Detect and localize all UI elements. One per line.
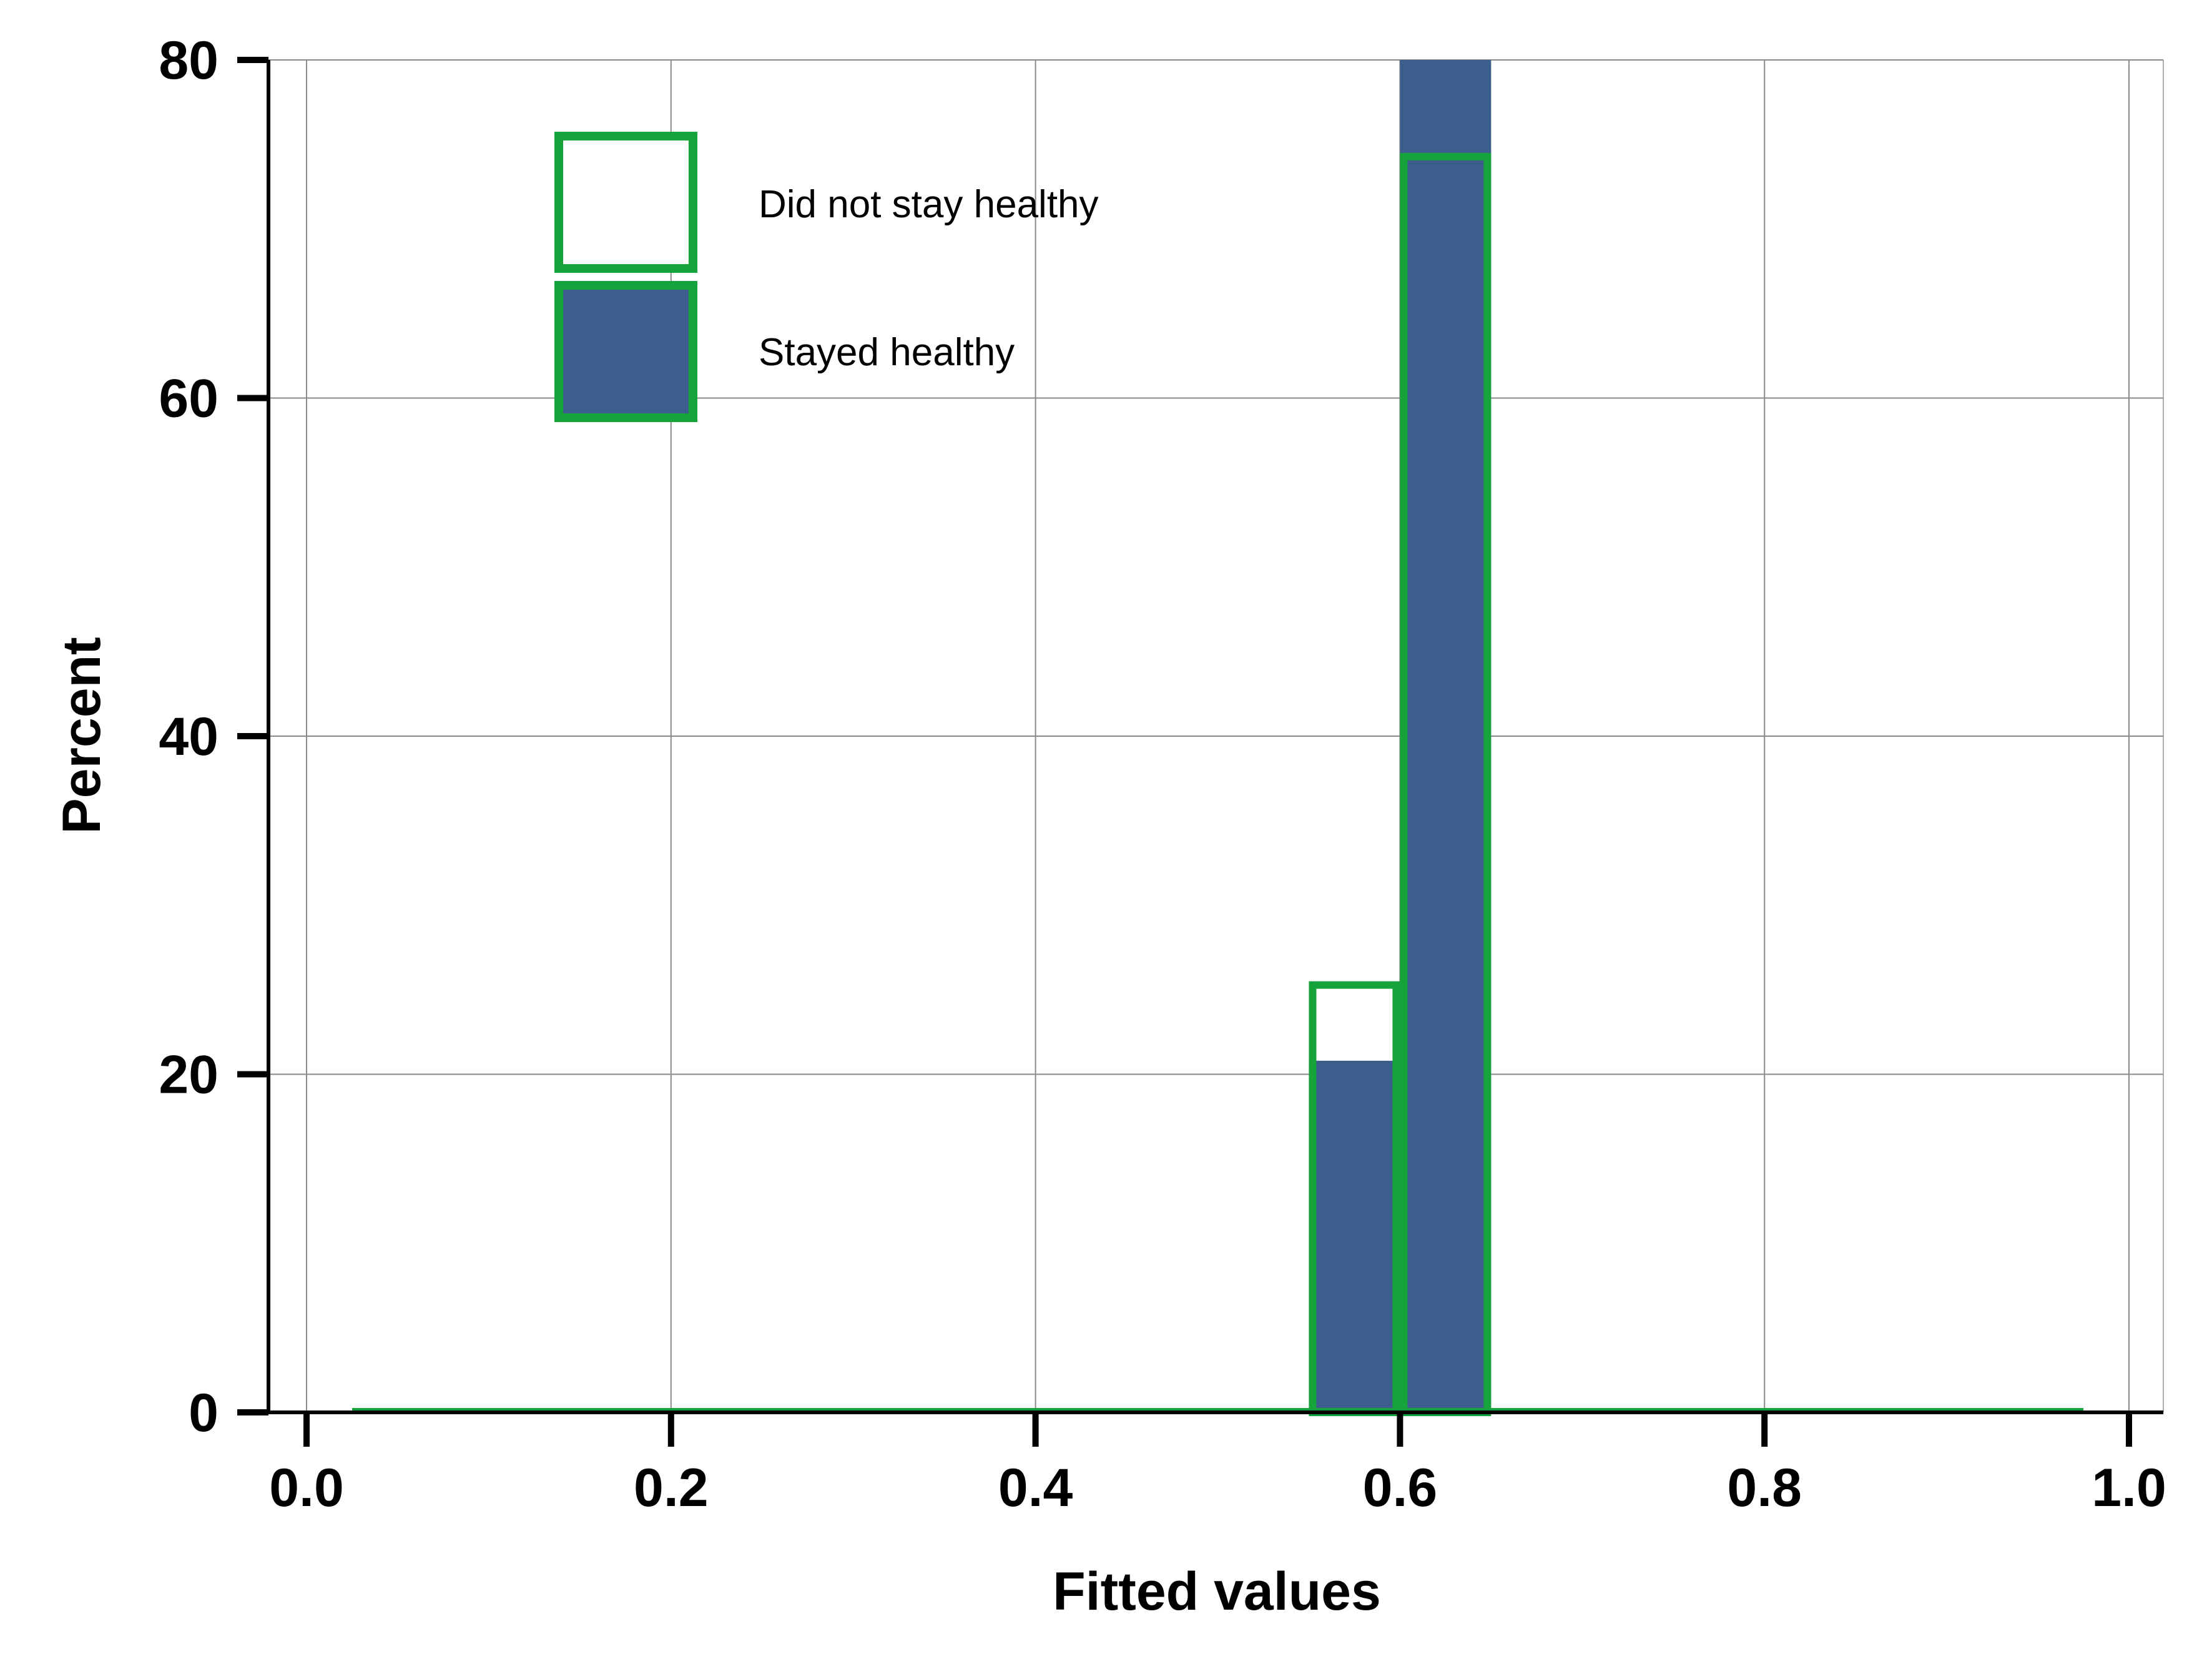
y-tick-label-0: 0 <box>189 1383 219 1443</box>
x-tick-label-5: 1.0 <box>2092 1458 2166 1518</box>
grid-lines <box>268 59 2164 1412</box>
y-tick-label-1: 20 <box>159 1045 219 1105</box>
x-tick-label-1: 0.2 <box>634 1458 709 1518</box>
x-tick-label-2: 0.4 <box>998 1458 1073 1518</box>
y-tick-label-4: 80 <box>159 31 219 91</box>
legend: Did not stay healthy Stayed healthy <box>554 132 1099 422</box>
y-tick-label-2: 40 <box>159 707 219 767</box>
tick-labels: 0.0 0.2 0.4 0.6 0.8 1.0 0 20 40 60 80 <box>159 31 2166 1518</box>
y-tick-label-3: 60 <box>159 369 219 429</box>
stayed-healthy-bars <box>1309 60 1492 1412</box>
y-axis-title: Percent <box>52 637 112 834</box>
bar-stayed-healthy-0 <box>1309 1060 1400 1412</box>
x-tick-label-0: 0.0 <box>269 1458 344 1518</box>
axes <box>237 57 2163 1447</box>
x-axis-title: Fitted values <box>1053 1562 1381 1622</box>
x-tick-label-4: 0.8 <box>1727 1458 1802 1518</box>
bar-stayed-healthy-1 <box>1400 60 1492 1412</box>
legend-label-did-not-stay-healthy: Did not stay healthy <box>759 183 1099 226</box>
legend-label-stayed-healthy: Stayed healthy <box>759 331 1015 374</box>
x-tick-label-3: 0.6 <box>1363 1458 1438 1518</box>
legend-swatch-stayed-healthy <box>554 281 697 422</box>
legend-swatch-did-not-stay-healthy <box>554 132 697 273</box>
